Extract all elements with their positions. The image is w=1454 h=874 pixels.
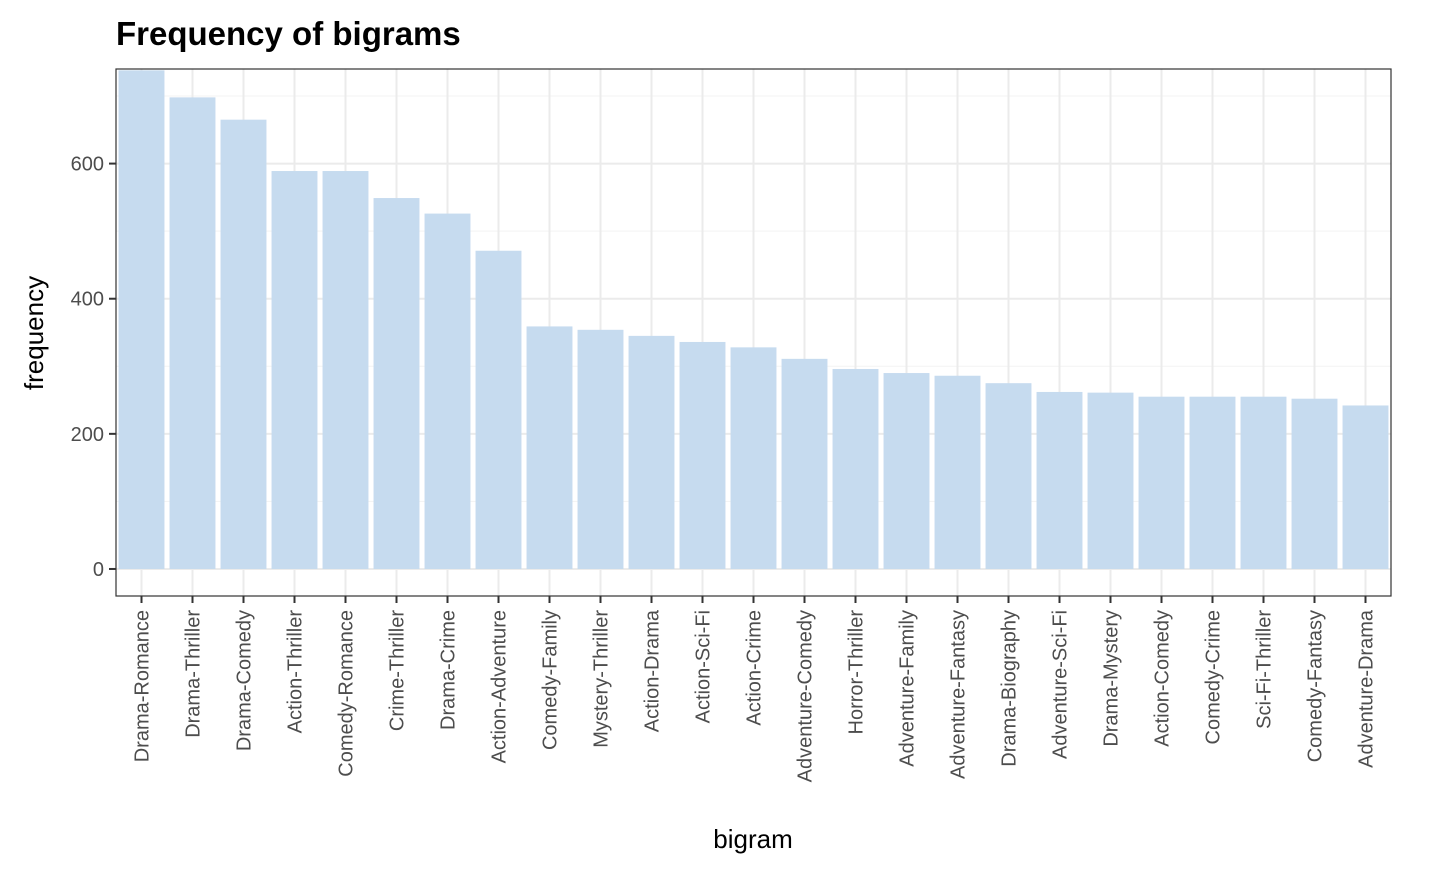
x-tick-label: Drama-Comedy: [234, 610, 256, 751]
x-tick-label: Action-Comedy: [1152, 610, 1174, 747]
x-tick-label: Crime-Thriller: [387, 610, 409, 731]
bar: [985, 383, 1032, 569]
y-tick-label: 400: [71, 289, 104, 311]
x-tick-label: Action-Thriller: [285, 610, 307, 734]
bar: [934, 375, 981, 569]
bar: [475, 250, 522, 569]
bar: [1189, 396, 1236, 569]
x-tick-label: Adventure-Drama: [1356, 609, 1378, 768]
bar: [118, 70, 165, 569]
bar: [1240, 396, 1287, 569]
bar: [883, 373, 930, 569]
y-axis: 0 200 400 600: [71, 154, 116, 581]
bar: [1036, 391, 1083, 569]
bar: [526, 326, 573, 569]
x-tick-label: Drama-Crime: [438, 610, 460, 730]
bar: [679, 341, 726, 569]
bar: [1291, 398, 1338, 569]
x-axis: Drama-Romance Drama-Thriller Drama-Comedy A…: [132, 596, 1378, 782]
bar: [424, 213, 471, 569]
bar: [730, 347, 777, 569]
bar: [781, 358, 828, 569]
x-tick-label: Horror-Thriller: [846, 610, 868, 735]
x-tick-label: Adventure-Sci-Fi: [1050, 610, 1072, 759]
bar: [271, 171, 318, 569]
bar: [169, 97, 216, 569]
x-tick-label: Sci-Fi-Thriller: [1254, 610, 1276, 729]
x-tick-label: Action-Adventure: [489, 610, 511, 763]
bar: [220, 119, 267, 569]
bar: [1342, 405, 1389, 569]
x-tick-label: Drama-Mystery: [1101, 610, 1123, 747]
chart-title: Frequency of bigrams: [116, 15, 461, 52]
y-axis-title: frequency: [19, 276, 49, 390]
x-tick-label: Action-Drama: [642, 609, 664, 732]
x-tick-label: Drama-Biography: [999, 610, 1021, 767]
bar: [832, 368, 879, 569]
bars: [118, 70, 1389, 569]
bar: [1138, 396, 1185, 569]
x-tick-label: Adventure-Comedy: [795, 610, 817, 782]
x-tick-label: Action-Sci-Fi: [693, 610, 715, 723]
y-tick-label: 0: [93, 559, 104, 581]
x-tick-label: Adventure-Fantasy: [948, 610, 970, 779]
bar: [373, 198, 420, 569]
x-tick-label: Comedy-Romance: [336, 610, 358, 777]
x-tick-label: Comedy-Family: [540, 610, 562, 750]
x-tick-label: Drama-Romance: [132, 610, 154, 762]
bar: [322, 171, 369, 569]
x-tick-label: Drama-Thriller: [183, 610, 205, 738]
bar: [628, 335, 675, 569]
x-tick-label: Comedy-Fantasy: [1305, 610, 1327, 762]
x-tick-label: Adventure-Family: [897, 610, 919, 767]
y-tick-label: 600: [71, 154, 104, 176]
x-tick-label: Comedy-Crime: [1203, 610, 1225, 744]
x-axis-title: bigram: [713, 824, 792, 854]
y-tick-label: 200: [71, 424, 104, 446]
bar: [577, 329, 624, 569]
x-tick-label: Action-Crime: [744, 610, 766, 726]
x-tick-label: Mystery-Thriller: [591, 610, 613, 748]
bar: [1087, 392, 1134, 569]
